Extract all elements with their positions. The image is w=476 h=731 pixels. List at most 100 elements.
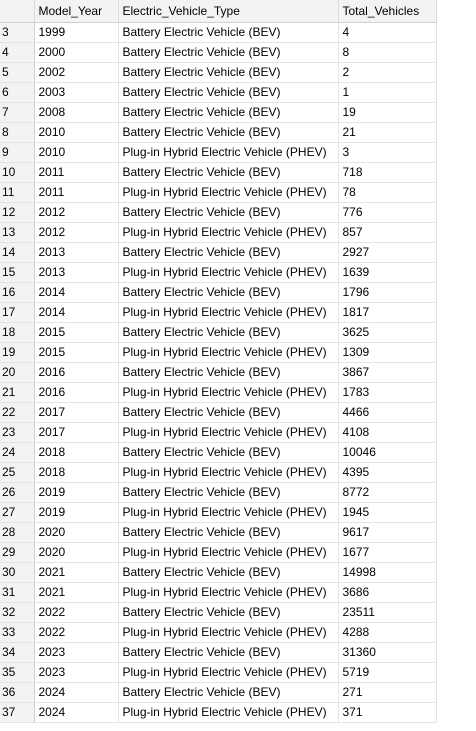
model-year-cell[interactable]: 2016 <box>34 382 119 403</box>
table-row[interactable]: 9 2010 Plug-in Hybrid Electric Vehicle (PH… <box>0 142 437 163</box>
total-vehicles-cell[interactable]: 776 <box>338 202 437 223</box>
row-number-cell[interactable]: 30 <box>0 562 35 583</box>
table-row[interactable]: 4 2000 Battery Electric Vehicle (BEV) 8 <box>0 42 437 63</box>
row-number-cell[interactable]: 28 <box>0 522 35 543</box>
model-year-cell[interactable]: 2016 <box>34 362 119 383</box>
table-row[interactable]: 23 2017 Plug-in Hybrid Electric Vehicle (P… <box>0 422 437 443</box>
total-vehicles-cell[interactable]: 8772 <box>338 482 437 503</box>
row-number-cell[interactable]: 32 <box>0 602 35 623</box>
table-row[interactable]: 14 2013 Battery Electric Vehicle (BEV) 2927 <box>0 242 437 263</box>
total-vehicles-cell[interactable]: 19 <box>338 102 437 123</box>
row-number-cell[interactable]: 22 <box>0 402 35 423</box>
table-row[interactable]: 32 2022 Battery Electric Vehicle (BEV) 2351… <box>0 602 437 623</box>
electric-vehicle-type-cell[interactable]: Battery Electric Vehicle (BEV) <box>118 62 339 83</box>
electric-vehicle-type-cell[interactable]: Plug-in Hybrid Electric Vehicle (PHEV) <box>118 502 339 523</box>
model-year-cell[interactable]: 2021 <box>34 562 119 583</box>
electric-vehicle-type-cell[interactable]: Battery Electric Vehicle (BEV) <box>118 202 339 223</box>
total-vehicles-cell[interactable]: 14998 <box>338 562 437 583</box>
model-year-cell[interactable]: 2014 <box>34 302 119 323</box>
electric-vehicle-type-cell[interactable]: Battery Electric Vehicle (BEV) <box>118 322 339 343</box>
electric-vehicle-type-cell[interactable]: Plug-in Hybrid Electric Vehicle (PHEV) <box>118 222 339 243</box>
row-number-cell[interactable]: 17 <box>0 302 35 323</box>
model-year-cell[interactable]: 2023 <box>34 662 119 683</box>
row-number-cell[interactable]: 37 <box>0 702 35 723</box>
table-row[interactable]: 16 2014 Battery Electric Vehicle (BEV) 1796 <box>0 282 437 303</box>
electric-vehicle-type-cell[interactable]: Battery Electric Vehicle (BEV) <box>118 602 339 623</box>
column-header-electric-vehicle-type[interactable]: Electric_Vehicle_Type <box>118 0 339 23</box>
total-vehicles-cell[interactable]: 271 <box>338 682 437 703</box>
total-vehicles-cell[interactable]: 4108 <box>338 422 437 443</box>
table-row[interactable]: 19 2015 Plug-in Hybrid Electric Vehicle (P… <box>0 342 437 363</box>
model-year-cell[interactable]: 2017 <box>34 422 119 443</box>
table-row[interactable]: 36 2024 Battery Electric Vehicle (BEV) 271 <box>0 682 437 703</box>
total-vehicles-cell[interactable]: 2 <box>338 62 437 83</box>
column-header-total-vehicles[interactable]: Total_Vehicles <box>338 0 437 23</box>
total-vehicles-cell[interactable]: 1 <box>338 82 437 103</box>
table-row[interactable]: 12 2012 Battery Electric Vehicle (BEV) 776 <box>0 202 437 223</box>
electric-vehicle-type-cell[interactable]: Plug-in Hybrid Electric Vehicle (PHEV) <box>118 622 339 643</box>
model-year-cell[interactable]: 2020 <box>34 542 119 563</box>
electric-vehicle-type-cell[interactable]: Plug-in Hybrid Electric Vehicle (PHEV) <box>118 342 339 363</box>
total-vehicles-cell[interactable]: 5719 <box>338 662 437 683</box>
model-year-cell[interactable]: 2015 <box>34 322 119 343</box>
electric-vehicle-type-cell[interactable]: Plug-in Hybrid Electric Vehicle (PHEV) <box>118 262 339 283</box>
total-vehicles-cell[interactable]: 4288 <box>338 622 437 643</box>
row-number-cell[interactable]: 3 <box>0 22 35 43</box>
total-vehicles-cell[interactable]: 31360 <box>338 642 437 663</box>
total-vehicles-cell[interactable]: 4466 <box>338 402 437 423</box>
row-number-cell[interactable]: 4 <box>0 42 35 63</box>
electric-vehicle-type-cell[interactable]: Battery Electric Vehicle (BEV) <box>118 102 339 123</box>
total-vehicles-cell[interactable]: 3686 <box>338 582 437 603</box>
total-vehicles-cell[interactable]: 1817 <box>338 302 437 323</box>
electric-vehicle-type-cell[interactable]: Battery Electric Vehicle (BEV) <box>118 642 339 663</box>
row-number-cell[interactable]: 15 <box>0 262 35 283</box>
row-number-cell[interactable]: 16 <box>0 282 35 303</box>
table-row[interactable]: 25 2018 Plug-in Hybrid Electric Vehicle (P… <box>0 462 437 483</box>
row-number-cell[interactable]: 25 <box>0 462 35 483</box>
electric-vehicle-type-cell[interactable]: Battery Electric Vehicle (BEV) <box>118 282 339 303</box>
model-year-cell[interactable]: 2018 <box>34 462 119 483</box>
model-year-cell[interactable]: 2014 <box>34 282 119 303</box>
total-vehicles-cell[interactable]: 3 <box>338 142 437 163</box>
electric-vehicle-type-cell[interactable]: Plug-in Hybrid Electric Vehicle (PHEV) <box>118 702 339 723</box>
row-number-cell[interactable]: 36 <box>0 682 35 703</box>
row-number-cell[interactable]: 31 <box>0 582 35 603</box>
electric-vehicle-type-cell[interactable]: Battery Electric Vehicle (BEV) <box>118 122 339 143</box>
electric-vehicle-type-cell[interactable]: Battery Electric Vehicle (BEV) <box>118 482 339 503</box>
total-vehicles-cell[interactable]: 2927 <box>338 242 437 263</box>
electric-vehicle-type-cell[interactable]: Battery Electric Vehicle (BEV) <box>118 162 339 183</box>
electric-vehicle-type-cell[interactable]: Plug-in Hybrid Electric Vehicle (PHEV) <box>118 422 339 443</box>
total-vehicles-cell[interactable]: 1945 <box>338 502 437 523</box>
electric-vehicle-type-cell[interactable]: Plug-in Hybrid Electric Vehicle (PHEV) <box>118 662 339 683</box>
model-year-cell[interactable]: 2012 <box>34 222 119 243</box>
total-vehicles-cell[interactable]: 3867 <box>338 362 437 383</box>
table-row[interactable]: 26 2019 Battery Electric Vehicle (BEV) 8772 <box>0 482 437 503</box>
table-row[interactable]: 7 2008 Battery Electric Vehicle (BEV) 19 <box>0 102 437 123</box>
electric-vehicle-type-cell[interactable]: Plug-in Hybrid Electric Vehicle (PHEV) <box>118 582 339 603</box>
row-number-cell[interactable]: 18 <box>0 322 35 343</box>
row-number-cell[interactable]: 35 <box>0 662 35 683</box>
electric-vehicle-type-cell[interactable]: Battery Electric Vehicle (BEV) <box>118 682 339 703</box>
model-year-cell[interactable]: 2018 <box>34 442 119 463</box>
column-header-model-year[interactable]: Model_Year <box>34 0 119 23</box>
table-row[interactable]: 20 2016 Battery Electric Vehicle (BEV) 3867 <box>0 362 437 383</box>
model-year-cell[interactable]: 2010 <box>34 122 119 143</box>
model-year-cell[interactable]: 2017 <box>34 402 119 423</box>
electric-vehicle-type-cell[interactable]: Battery Electric Vehicle (BEV) <box>118 242 339 263</box>
row-number-cell[interactable]: 24 <box>0 442 35 463</box>
model-year-cell[interactable]: 2022 <box>34 622 119 643</box>
table-row[interactable]: 5 2002 Battery Electric Vehicle (BEV) 2 <box>0 62 437 83</box>
row-number-cell[interactable]: 9 <box>0 142 35 163</box>
row-number-cell[interactable]: 33 <box>0 622 35 643</box>
table-row[interactable]: 33 2022 Plug-in Hybrid Electric Vehicle (P… <box>0 622 437 643</box>
row-number-cell[interactable]: 5 <box>0 62 35 83</box>
row-number-cell[interactable]: 19 <box>0 342 35 363</box>
total-vehicles-cell[interactable]: 9617 <box>338 522 437 543</box>
total-vehicles-cell[interactable]: 718 <box>338 162 437 183</box>
table-row[interactable]: 3 1999 Battery Electric Vehicle (BEV) 4 <box>0 22 437 43</box>
row-number-cell[interactable]: 6 <box>0 82 35 103</box>
total-vehicles-cell[interactable]: 8 <box>338 42 437 63</box>
row-number-cell[interactable]: 8 <box>0 122 35 143</box>
model-year-cell[interactable]: 2021 <box>34 582 119 603</box>
electric-vehicle-type-cell[interactable]: Battery Electric Vehicle (BEV) <box>118 402 339 423</box>
